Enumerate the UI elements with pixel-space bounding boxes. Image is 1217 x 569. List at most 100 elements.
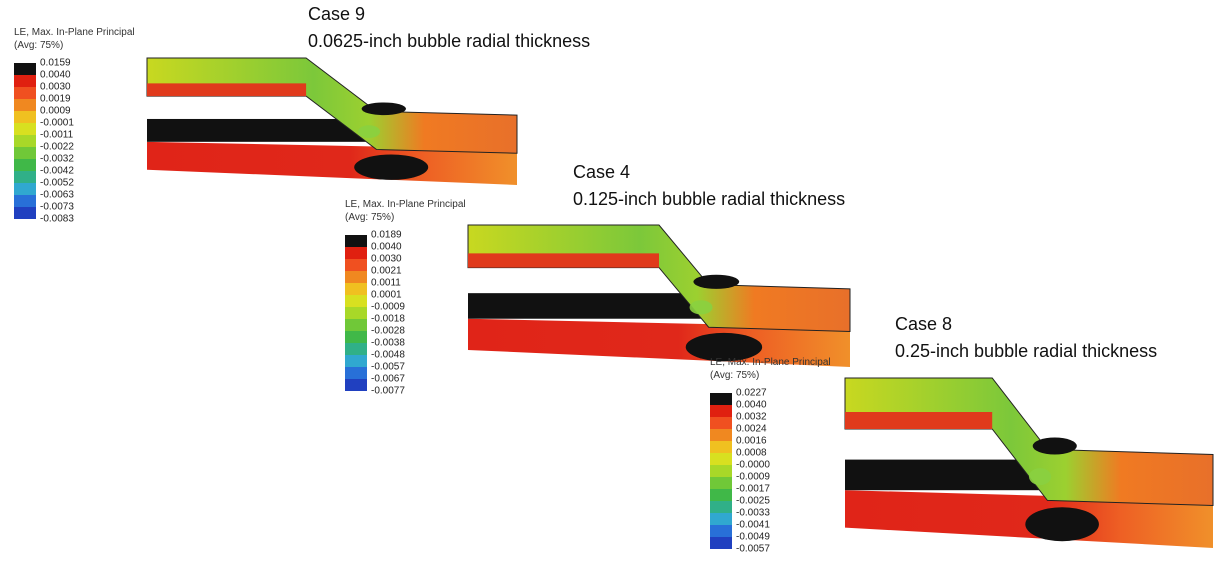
legend-swatch (345, 331, 367, 343)
legend-label: 0.0019 (40, 94, 71, 105)
legend-subtitle: (Avg: 75%) (14, 40, 63, 51)
legend-subtitle: (Avg: 75%) (345, 212, 394, 223)
legend-swatch (345, 379, 367, 391)
case-subtitle: 0.25-inch bubble radial thickness (895, 341, 1157, 361)
legend-swatch (14, 171, 36, 183)
upper-tube-inner (845, 412, 992, 429)
legend-label: -0.0083 (40, 214, 74, 225)
legend-swatch (14, 159, 36, 171)
legend-swatch (14, 135, 36, 147)
legend-swatch (14, 75, 36, 87)
legend-label: -0.0032 (40, 154, 74, 165)
legend-label: 0.0011 (371, 278, 401, 289)
legend-label: -0.0063 (40, 190, 74, 201)
legend-title: LE, Max. In-Plane Principal (345, 199, 466, 210)
legend-label: -0.0049 (736, 532, 770, 543)
legend-swatch (345, 319, 367, 331)
legend-label: 0.0021 (371, 266, 402, 277)
legend-label: -0.0052 (40, 178, 74, 189)
case-title: Case 4 (573, 162, 630, 182)
legend-label: 0.0001 (371, 290, 402, 301)
legend-label: 0.0159 (40, 58, 71, 69)
legend-title: LE, Max. In-Plane Principal (14, 27, 135, 38)
legend-swatch (14, 183, 36, 195)
legend-swatch (14, 123, 36, 135)
legend-label: 0.0227 (736, 388, 767, 399)
legend-swatch (14, 99, 36, 111)
legend-label: 0.0189 (371, 230, 402, 241)
legend-swatch (710, 525, 732, 537)
legend-swatch (345, 247, 367, 259)
legend-label: -0.0000 (736, 460, 770, 471)
strain-peak (1025, 507, 1099, 541)
legend-swatch (14, 87, 36, 99)
legend-swatch (710, 453, 732, 465)
legend-swatch (345, 235, 367, 247)
legend-swatch (345, 343, 367, 355)
legend-label: 0.0009 (40, 106, 71, 117)
legend-label: -0.0009 (736, 472, 770, 483)
legend-swatch (345, 367, 367, 379)
upper-tube-inner (468, 253, 659, 267)
legend-title: LE, Max. In-Plane Principal (710, 357, 831, 368)
legend-swatch (710, 501, 732, 513)
legend-swatch (345, 283, 367, 295)
legend-swatch (710, 477, 732, 489)
legend-label: -0.0033 (736, 508, 770, 519)
legend-swatch (710, 441, 732, 453)
case-subtitle: 0.125-inch bubble radial thickness (573, 189, 845, 209)
lower-tube-core (468, 293, 716, 319)
legend-swatch (710, 405, 732, 417)
legend-label: -0.0057 (371, 362, 405, 373)
case-title: Case 8 (895, 314, 952, 334)
panel: Case 9 0.0625-inch bubble radial thicknes… (14, 4, 590, 225)
legend-swatch (14, 111, 36, 123)
legend-label: -0.0073 (40, 202, 74, 213)
legend-label: -0.0009 (371, 302, 405, 313)
legend-label: -0.0042 (40, 166, 74, 177)
case-subtitle: 0.0625-inch bubble radial thickness (308, 31, 590, 51)
legend-label: -0.0038 (371, 338, 405, 349)
case-title: Case 9 (308, 4, 365, 24)
legend-swatch (710, 537, 732, 549)
legend-swatch (710, 393, 732, 405)
legend-swatch (710, 429, 732, 441)
legend-swatch (345, 295, 367, 307)
legend-subtitle: (Avg: 75%) (710, 370, 759, 381)
legend-label: -0.0041 (736, 520, 770, 531)
legend-label: -0.0001 (40, 118, 74, 129)
legend-label: -0.0077 (371, 386, 405, 397)
neck-zone (690, 300, 713, 314)
legend-swatch (14, 195, 36, 207)
legend-label: 0.0016 (736, 436, 767, 447)
neck-peak (1033, 438, 1077, 455)
legend-label: 0.0008 (736, 448, 767, 459)
legend-label: -0.0018 (371, 314, 405, 325)
legend-label: 0.0030 (371, 254, 402, 265)
neck-zone (1029, 468, 1051, 485)
legend-label: -0.0025 (736, 496, 770, 507)
legend-label: 0.0040 (371, 242, 402, 253)
legend-swatch (710, 513, 732, 525)
legend-label: -0.0017 (736, 484, 770, 495)
legend-swatch (345, 271, 367, 283)
legend-swatch (345, 307, 367, 319)
legend-swatch (710, 489, 732, 501)
legend-label: 0.0040 (40, 70, 71, 81)
legend-label: -0.0022 (40, 142, 74, 153)
legend-swatch (14, 147, 36, 159)
legend-swatch (14, 63, 36, 75)
legend-label: -0.0028 (371, 326, 405, 337)
neck-peak (362, 102, 406, 115)
legend-swatch (710, 465, 732, 477)
legend-label: -0.0011 (40, 130, 74, 141)
strain-peak (354, 155, 428, 180)
legend-swatch (14, 207, 36, 219)
legend-label: 0.0032 (736, 412, 767, 423)
legend-swatch (345, 259, 367, 271)
figure: Case 9 0.0625-inch bubble radial thicknes… (0, 0, 1217, 569)
neck-zone (358, 125, 380, 138)
legend-label: -0.0048 (371, 350, 405, 361)
legend-swatch (345, 355, 367, 367)
legend-label: 0.0040 (736, 400, 767, 411)
